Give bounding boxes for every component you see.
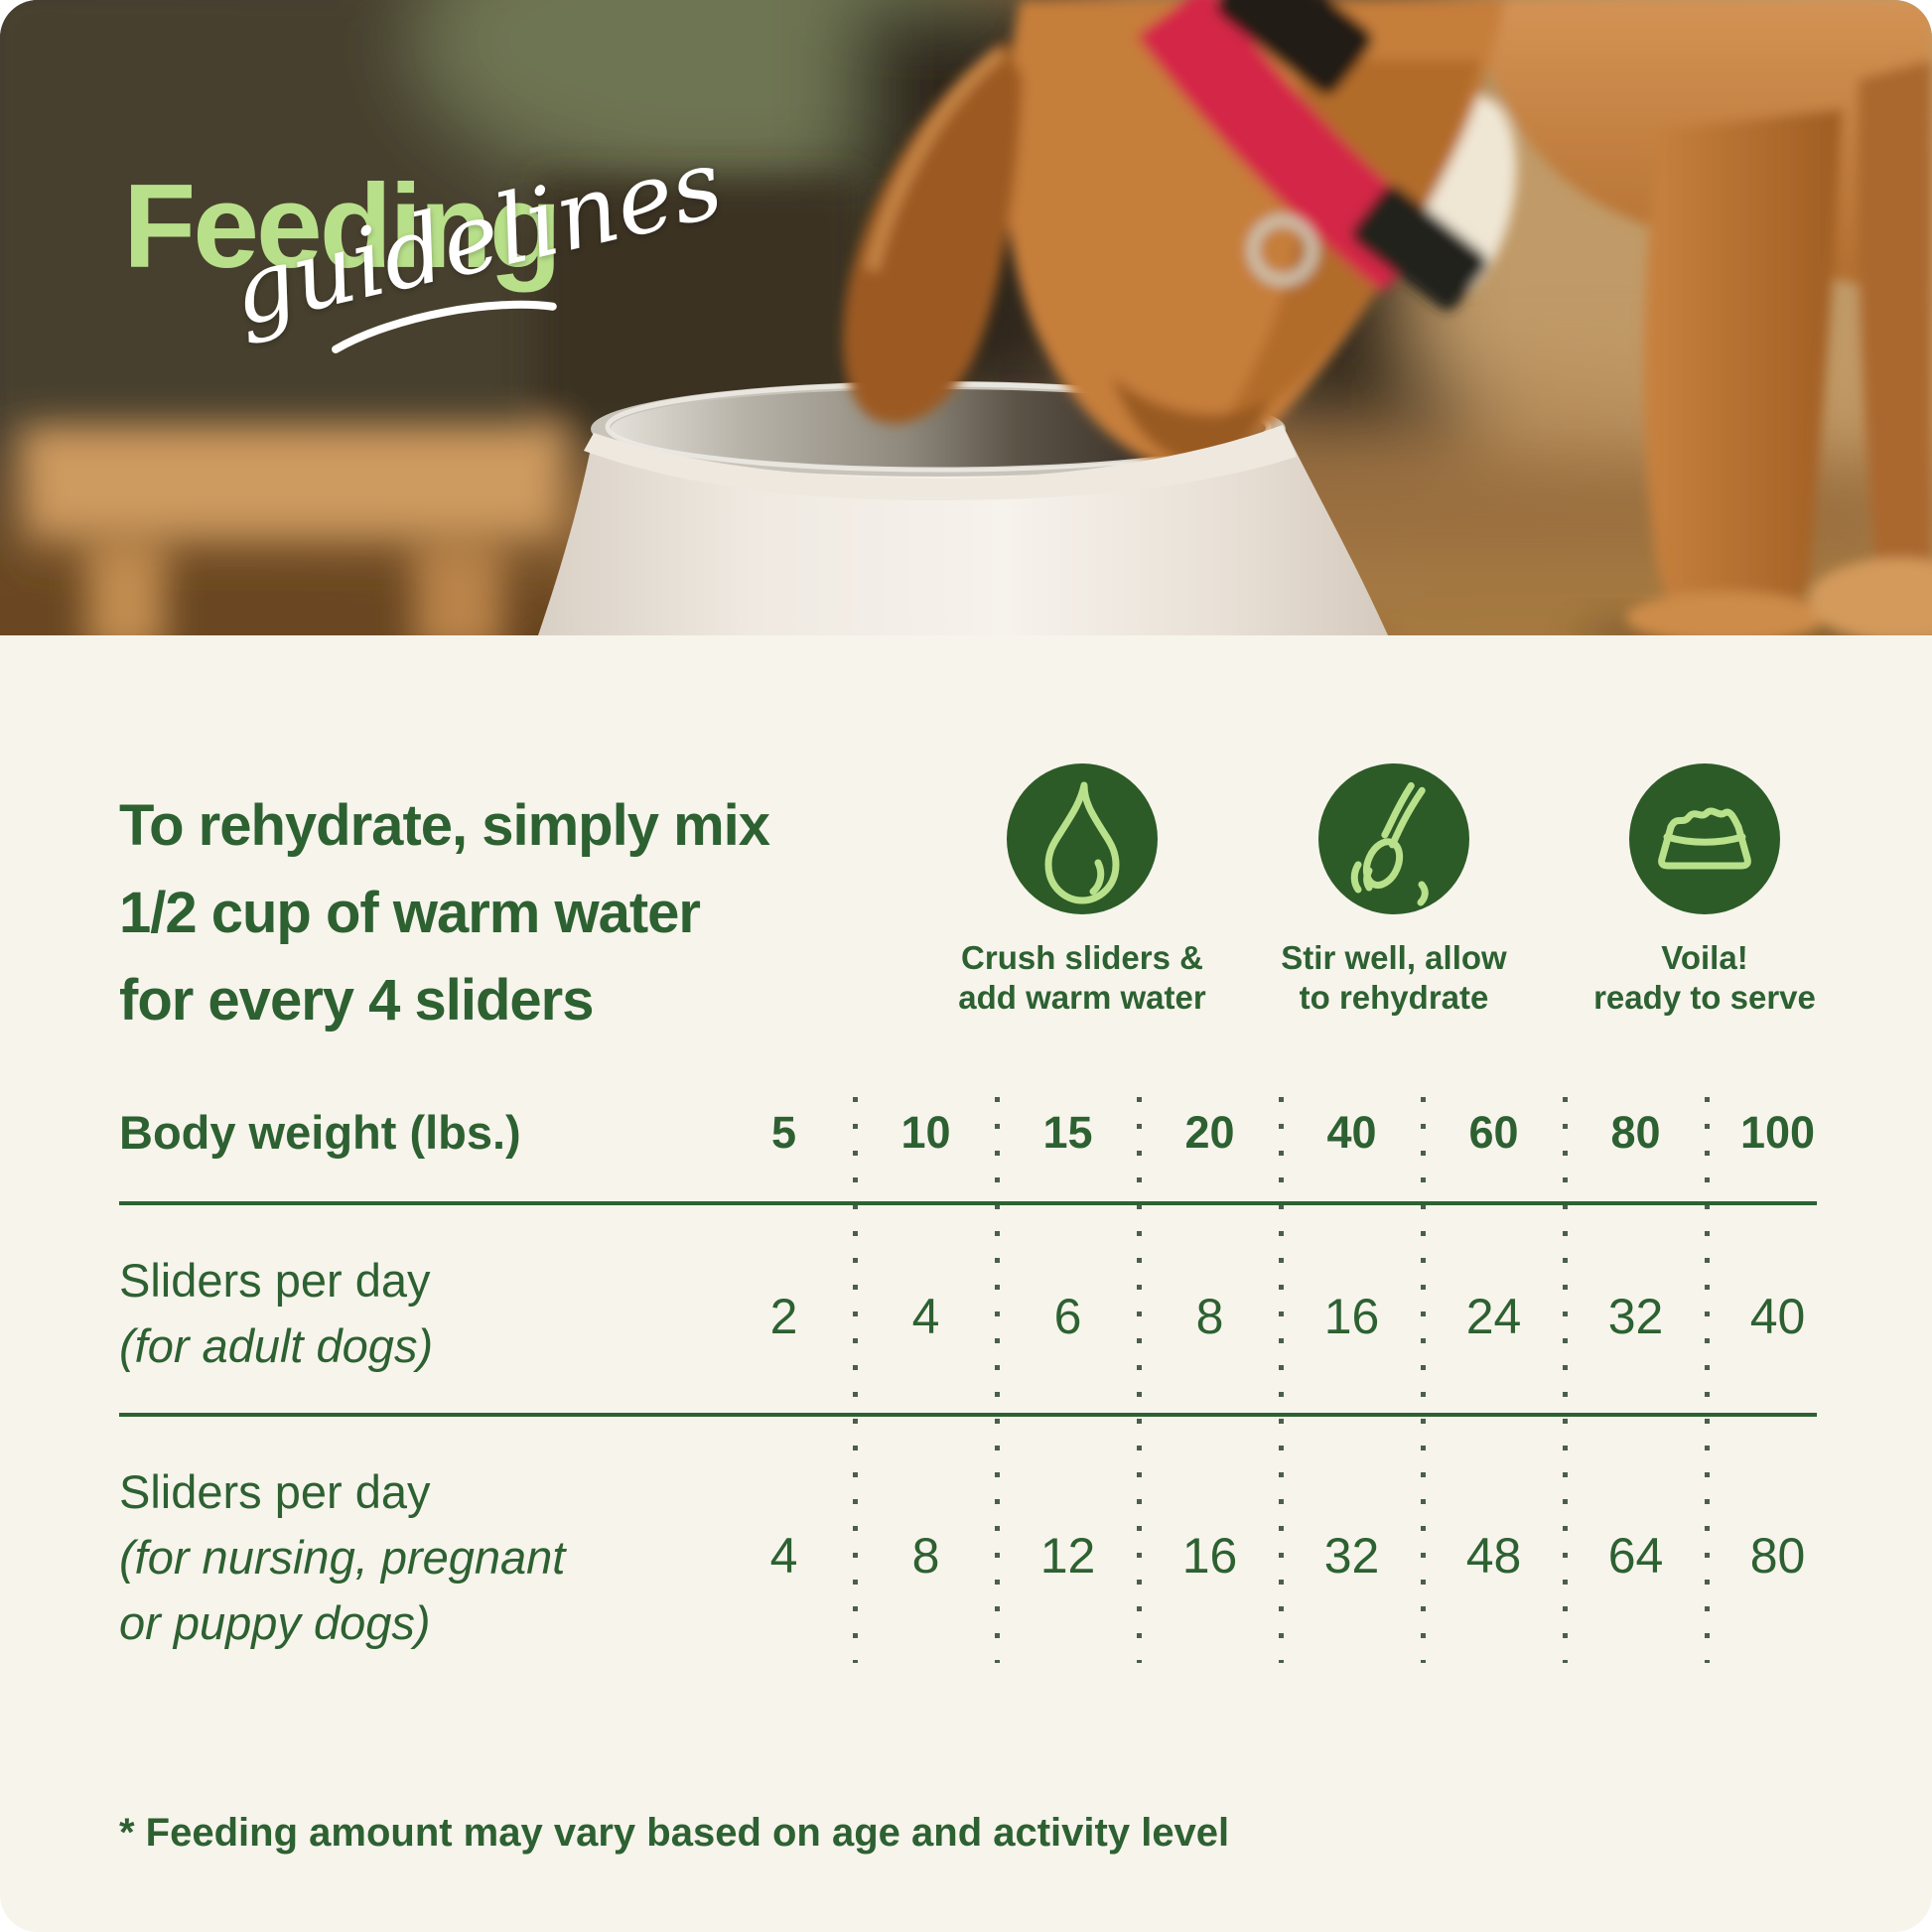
weight-col: 20 — [1184, 1107, 1235, 1158]
stirring-spoon-icon — [1318, 763, 1469, 914]
title-underline-swash — [332, 300, 557, 353]
weight-col: 80 — [1610, 1107, 1661, 1158]
puppy-value: 12 — [1039, 1528, 1096, 1584]
puppy-value: 48 — [1465, 1528, 1522, 1584]
weight-col: 10 — [900, 1107, 951, 1158]
wood-stool — [20, 179, 864, 635]
adult-value: 16 — [1323, 1289, 1380, 1344]
table-divider — [119, 1413, 1817, 1417]
weight-col: 100 — [1739, 1107, 1816, 1158]
adult-value: 2 — [769, 1289, 798, 1344]
column-separator — [995, 1097, 1000, 1663]
adult-dogs-row-label: Sliders per day (for adult dogs) — [119, 1254, 434, 1372]
puppy-dogs-row-label: Sliders per day (for nursing, pregnant o… — [119, 1465, 566, 1649]
feeding-footnote: * Feeding amount may vary based on age a… — [119, 1811, 1230, 1855]
adult-value: 40 — [1749, 1289, 1806, 1344]
body-weight-header: Body weight (lbs.) — [119, 1106, 521, 1159]
adult-value: 6 — [1053, 1289, 1082, 1344]
adult-value: 32 — [1607, 1289, 1664, 1344]
step-stir-well: Stir well, allow to rehydrate — [1235, 763, 1553, 1018]
guidelines-content: To rehydrate, simply mix 1/2 cup of warm… — [0, 635, 1932, 1932]
step-ready-to-serve: Voila! ready to serve — [1546, 763, 1863, 1018]
column-separator — [1137, 1097, 1142, 1663]
step-label: Voila! ready to serve — [1593, 939, 1816, 1016]
column-separator — [1279, 1097, 1284, 1663]
adult-value: 8 — [1195, 1289, 1224, 1344]
step-label: Crush sliders & add warm water — [958, 939, 1206, 1016]
dog — [843, 0, 1932, 635]
step-label: Stir well, allow to rehydrate — [1281, 939, 1507, 1016]
puppy-value: 16 — [1181, 1528, 1238, 1584]
intro-line: 1/2 cup of warm water — [119, 881, 701, 945]
column-separator — [1563, 1097, 1568, 1663]
step-crush-sliders: Crush sliders & add warm water — [923, 763, 1241, 1018]
feeding-table: Body weight (lbs.) 5 10 15 20 40 60 80 1… — [119, 1097, 1849, 1663]
weight-col: 40 — [1326, 1107, 1377, 1158]
intro-line: To rehydrate, simply mix — [119, 793, 770, 858]
column-separator — [1705, 1097, 1710, 1663]
adult-value: 24 — [1465, 1289, 1522, 1344]
adult-value: 4 — [911, 1289, 940, 1344]
puppy-value: 64 — [1607, 1528, 1664, 1584]
column-separator — [853, 1097, 858, 1663]
puppy-value: 8 — [911, 1528, 940, 1584]
weight-col: 5 — [770, 1107, 797, 1158]
hero-photo: Feeding guidelines — [0, 0, 1932, 635]
water-drop-icon — [1007, 763, 1158, 914]
title-feeding: Feeding — [123, 160, 562, 293]
puppy-value: 80 — [1749, 1528, 1806, 1584]
weight-col: 60 — [1468, 1107, 1519, 1158]
rehydrate-instructions: To rehydrate, simply mix 1/2 cup of warm… — [119, 782, 874, 1044]
table-divider — [119, 1201, 1817, 1205]
dog-eating-photo — [0, 0, 1932, 635]
dog-bowl-icon — [1629, 763, 1780, 914]
puppy-value: 32 — [1323, 1528, 1380, 1584]
column-separator — [1421, 1097, 1426, 1663]
puppy-value: 4 — [769, 1528, 798, 1584]
weight-col: 15 — [1042, 1107, 1093, 1158]
intro-line: for every 4 sliders — [119, 968, 595, 1033]
